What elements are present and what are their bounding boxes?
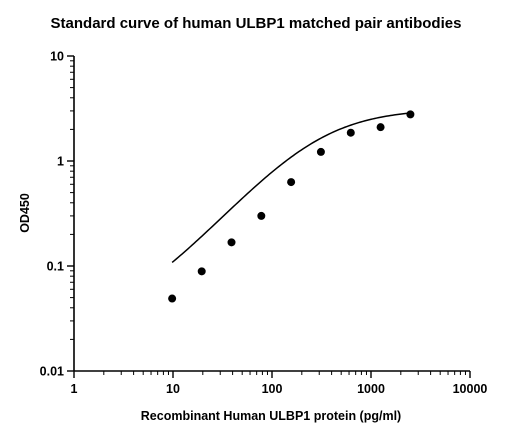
y-tick-label: 1 (57, 155, 64, 169)
data-point (406, 110, 415, 119)
fit-curve-layer (171, 112, 411, 264)
x-tick-label: 10 (166, 382, 180, 396)
x-tick-label: 10000 (453, 382, 488, 396)
data-point (197, 267, 206, 276)
x-tick-label: 1000 (357, 382, 385, 396)
data-point (316, 147, 325, 156)
y-tick-label: 0.01 (40, 365, 64, 379)
axes: 1 10 100 1000 10000 0.01 0.1 1 10 (40, 50, 488, 397)
y-tick-label: 10 (50, 50, 64, 64)
data-point (168, 294, 177, 303)
data-point (376, 123, 385, 132)
y-tick-label: 0.1 (47, 260, 64, 274)
fit-curve (171, 112, 411, 264)
x-tick-label: 100 (262, 382, 283, 396)
data-point (346, 128, 355, 137)
y-axis-label: OD450 (18, 193, 32, 233)
data-point (257, 211, 266, 220)
x-axis-label: Recombinant Human ULBP1 protein (pg/ml) (141, 409, 401, 423)
chart-title: Standard curve of human ULBP1 matched pa… (51, 15, 462, 32)
data-points-layer (168, 110, 415, 303)
data-point (227, 238, 236, 247)
data-point (287, 178, 296, 187)
x-tick-label: 1 (71, 382, 78, 396)
